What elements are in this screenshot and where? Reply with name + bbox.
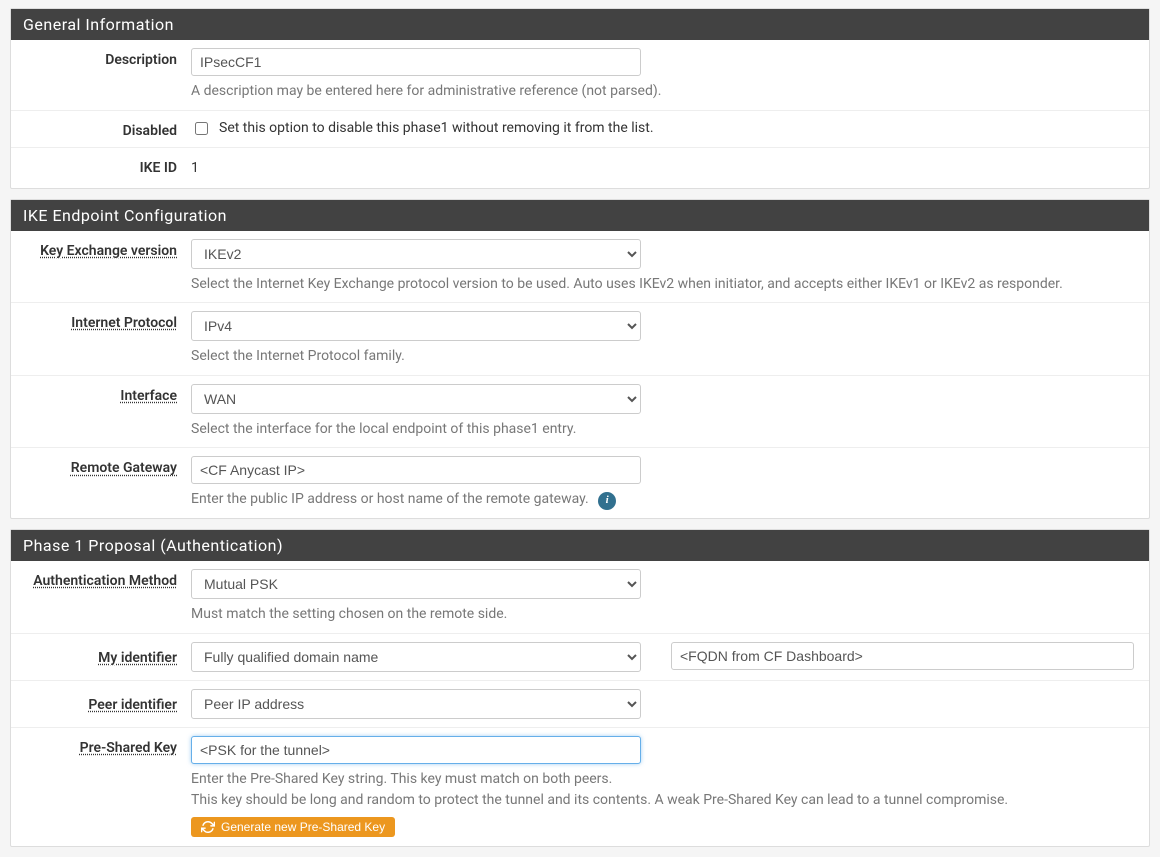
row-internet-protocol: Internet Protocol IPv4 Select the Intern… — [11, 303, 1149, 376]
panel-header-p1: Phase 1 Proposal (Authentication) — [11, 530, 1149, 561]
info-icon[interactable]: i — [598, 492, 616, 510]
my-identifier-type-select[interactable]: Fully qualified domain name — [191, 642, 641, 672]
panel-phase1-proposal: Phase 1 Proposal (Authentication) Authen… — [10, 529, 1150, 847]
label-peer-identifier: Peer identifier — [11, 689, 191, 719]
row-description: Description A description may be entered… — [11, 40, 1149, 111]
row-authentication-method: Authentication Method Mutual PSK Must ma… — [11, 561, 1149, 634]
help-description: A description may be entered here for ad… — [191, 82, 1134, 102]
panel-ike-endpoint: IKE Endpoint Configuration Key Exchange … — [10, 199, 1150, 519]
label-ike-id: IKE ID — [11, 156, 191, 180]
label-interface: Interface — [11, 384, 191, 440]
description-input[interactable] — [191, 48, 641, 76]
row-my-identifier: My identifier Fully qualified domain nam… — [11, 634, 1149, 681]
authentication-method-select[interactable]: Mutual PSK — [191, 569, 641, 599]
key-exchange-version-select[interactable]: IKEv2 — [191, 239, 641, 269]
row-remote-gateway: Remote Gateway Enter the public IP addre… — [11, 448, 1149, 518]
help-psk2: This key should be long and random to pr… — [191, 791, 1134, 811]
peer-identifier-type-select[interactable]: Peer IP address — [191, 689, 641, 719]
interface-select[interactable]: WAN — [191, 384, 641, 414]
label-remote-gateway: Remote Gateway — [11, 456, 191, 510]
ike-id-value: 1 — [191, 156, 1134, 180]
my-identifier-value-input[interactable] — [671, 642, 1134, 670]
disabled-checkbox-row[interactable]: Set this option to disable this phase1 w… — [191, 119, 1134, 138]
label-my-identifier: My identifier — [11, 642, 191, 672]
label-disabled: Disabled — [11, 119, 191, 139]
help-kev: Select the Internet Key Exchange protoco… — [191, 275, 1134, 295]
row-peer-identifier: Peer identifier Peer IP address — [11, 681, 1149, 728]
panel-general-information: General Information Description A descri… — [10, 8, 1150, 189]
internet-protocol-select[interactable]: IPv4 — [191, 311, 641, 341]
label-key-exchange-version: Key Exchange version — [11, 239, 191, 295]
remote-gateway-input[interactable] — [191, 456, 641, 484]
row-pre-shared-key: Pre-Shared Key Enter the Pre-Shared Key … — [11, 728, 1149, 846]
help-rgw: Enter the public IP address or host name… — [191, 490, 1134, 510]
disabled-checkbox[interactable] — [195, 122, 208, 135]
row-key-exchange-version: Key Exchange version IKEv2 Select the In… — [11, 231, 1149, 304]
label-description: Description — [11, 48, 191, 102]
label-internet-protocol: Internet Protocol — [11, 311, 191, 367]
panel-header-ike: IKE Endpoint Configuration — [11, 200, 1149, 231]
label-authentication-method: Authentication Method — [11, 569, 191, 625]
panel-header-general: General Information — [11, 9, 1149, 40]
pre-shared-key-input[interactable] — [191, 736, 641, 764]
help-psk1: Enter the Pre-Shared Key string. This ke… — [191, 770, 1134, 790]
row-ike-id: IKE ID 1 — [11, 148, 1149, 188]
help-iface: Select the interface for the local endpo… — [191, 420, 1134, 440]
row-interface: Interface WAN Select the interface for t… — [11, 376, 1149, 449]
help-auth: Must match the setting chosen on the rem… — [191, 605, 1134, 625]
refresh-icon — [201, 820, 215, 834]
label-pre-shared-key: Pre-Shared Key — [11, 736, 191, 838]
help-ip: Select the Internet Protocol family. — [191, 347, 1134, 367]
row-disabled: Disabled Set this option to disable this… — [11, 111, 1149, 148]
generate-psk-label: Generate new Pre-Shared Key — [221, 820, 385, 834]
disabled-text: Set this option to disable this phase1 w… — [219, 120, 654, 136]
